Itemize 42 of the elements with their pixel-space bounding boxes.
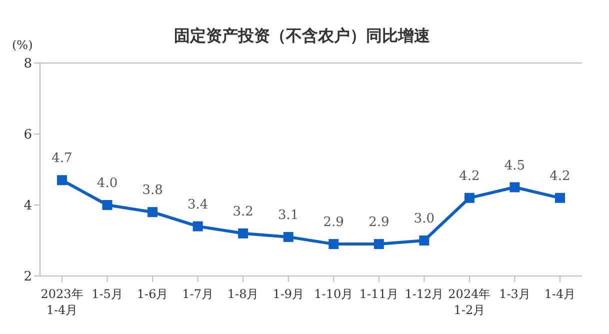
data-label: 2.9 (323, 215, 344, 230)
x-tick-label: 1-4月 (544, 287, 576, 301)
data-label: 3.8 (142, 183, 163, 198)
point (374, 239, 384, 250)
data-label: 3.4 (187, 197, 208, 212)
y-tick-label: 2 (24, 270, 32, 285)
point (555, 192, 565, 203)
data-label: 4.5 (504, 158, 526, 174)
point (238, 228, 248, 238)
x-tick-label: 1-12月 (404, 287, 444, 301)
point (192, 221, 203, 232)
x-tick-label: 1-5月 (92, 287, 123, 301)
data-label: 3.2 (232, 204, 254, 220)
x-tick-label: 1-8月 (227, 287, 259, 301)
data-label: 3.1 (278, 208, 299, 223)
x-tick-label: 1-11月 (359, 287, 398, 301)
point (510, 182, 520, 192)
data-label: 3.0 (414, 212, 435, 226)
x-tick-label: 1-10月 (314, 287, 354, 301)
data-label: 4.2 (459, 168, 480, 184)
x-tick-label: 2023年 1-4月 (40, 287, 84, 317)
y-tick-label: 8 (24, 56, 32, 72)
data-label: 4.7 (52, 151, 72, 166)
x-tick-label: 1-7月 (182, 287, 214, 301)
chart-title: 固定资产投资（不含农户）同比增速 (174, 26, 430, 45)
point (419, 236, 430, 246)
point (328, 239, 339, 250)
data-label: 4.0 (96, 176, 118, 191)
point (57, 175, 67, 186)
data-label: 4.2 (550, 168, 570, 184)
point (148, 207, 158, 218)
data-label: 2.9 (368, 215, 390, 230)
y-tick-label: 4 (24, 198, 32, 214)
point (464, 192, 474, 203)
point (102, 200, 112, 210)
x-tick-label: 1-9月 (272, 287, 304, 301)
x-tick-label: 2024年 1-2月 (448, 287, 491, 317)
x-tick-label: 1-3月 (499, 287, 530, 301)
point (283, 232, 294, 242)
y-axis-title: (%) (12, 38, 33, 52)
x-tick-label: 1-6月 (136, 287, 168, 301)
y-tick-label: 6 (24, 128, 32, 143)
